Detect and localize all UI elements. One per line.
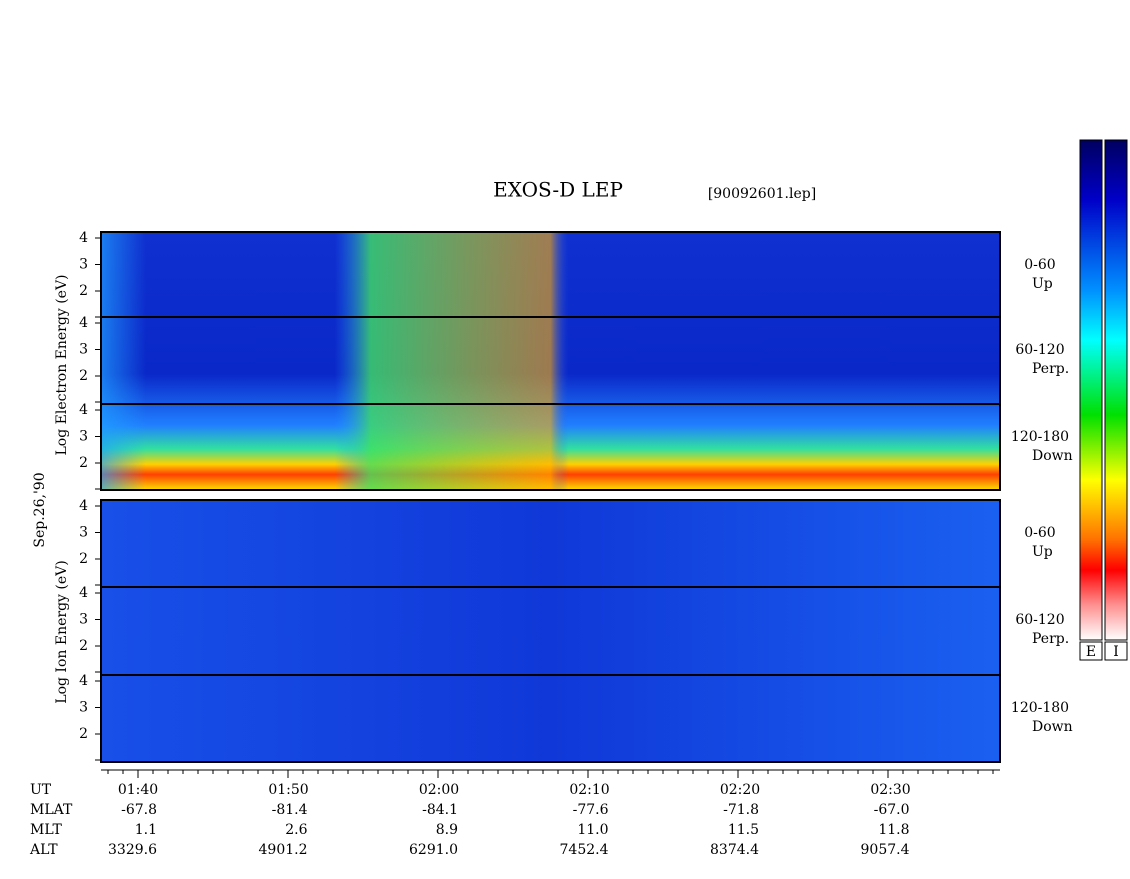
electron-structure [101,232,1000,490]
energy-tick-label: 2 [79,551,88,567]
energy-tick-label: 4 [79,315,88,331]
time-label: 02:30 [870,782,910,798]
energy-tick-label: 3 [79,525,88,541]
table-value: -77.6 [573,802,609,818]
energy-tick-label: 2 [79,638,88,654]
row-label: UT [30,782,52,798]
pitch-label: 0-60 [1024,257,1055,273]
title: EXOS-D LEP [493,178,623,202]
table-value: 1.1 [135,822,157,838]
pitch-label: 60-120 [1015,612,1064,628]
time-label: 01:50 [268,782,308,798]
spectrograms [100,231,1001,763]
table-value: 8.9 [436,822,458,838]
colorbar-box [1104,641,1128,661]
row-label: ALT [29,842,58,858]
row-label: MLT [30,822,62,838]
colorbar [1079,139,1103,641]
energy-tick-label: 2 [79,283,88,299]
energy-tick-label: 3 [79,700,88,716]
direction-label: Down [1032,448,1073,464]
pitch-label: 60-120 [1015,342,1064,358]
energy-tick-label: 3 [79,342,88,358]
energy-tick-label: 3 [79,429,88,445]
ion-axis-label: Log Ion Energy (eV) [54,560,70,703]
time-label: 01:40 [118,782,158,798]
direction-label: Down [1032,719,1073,735]
table-value: 11.5 [728,822,759,838]
direction-label: Up [1032,544,1053,560]
table-value: 6291.0 [409,842,458,858]
table-value: 11.0 [577,822,608,838]
energy-tick-label: 2 [79,368,88,384]
table-value: -81.4 [272,802,308,818]
energy-tick-label: 4 [79,585,88,601]
table-value: 7452.4 [560,842,609,858]
energy-tick-label: 2 [79,726,88,742]
date: Sep.26,'90 [32,472,48,547]
table-value: -67.0 [874,802,910,818]
table-value: 9057.4 [861,842,910,858]
table-value: 2.6 [285,822,307,838]
table-value: 8374.4 [710,842,759,858]
electron-axis-label: Log Electron Energy (eV) [54,274,70,455]
row-label: MLAT [30,802,73,818]
direction-label: Up [1032,276,1053,292]
pitch-label: 120-180 [1011,700,1069,716]
table-value: -71.8 [723,802,759,818]
frame [100,231,1001,491]
energy-tick-label: 3 [79,612,88,628]
table-value: 3329.6 [108,842,157,858]
energy-tick-label: 4 [79,402,88,418]
direction-label: Perp. [1032,361,1069,377]
colorbar-label: E [1086,644,1096,660]
table-value: 11.8 [878,822,909,838]
energy-tick-label: 3 [79,257,88,273]
energy-tick-label: 4 [79,230,88,246]
colorbar-box [1079,641,1103,661]
frame [100,499,1001,763]
energy-tick-label: 4 [79,498,88,514]
time-label: 02:20 [720,782,760,798]
colorbar-label: I [1113,644,1119,660]
colorbar [1104,139,1128,641]
ion-spectrogram [101,500,1000,762]
energy-tick-label: 2 [79,455,88,471]
time-label: 02:00 [419,782,459,798]
table-value: -84.1 [422,802,458,818]
energy-tick-label: 4 [79,673,88,689]
pitch-label: 120-180 [1011,429,1069,445]
time-label: 02:10 [569,782,609,798]
pitch-label: 0-60 [1024,525,1055,541]
file-name: [90092601.lep] [708,186,816,202]
direction-label: Perp. [1032,631,1069,647]
table-value: -67.8 [121,802,157,818]
table-value: 4901.2 [259,842,308,858]
